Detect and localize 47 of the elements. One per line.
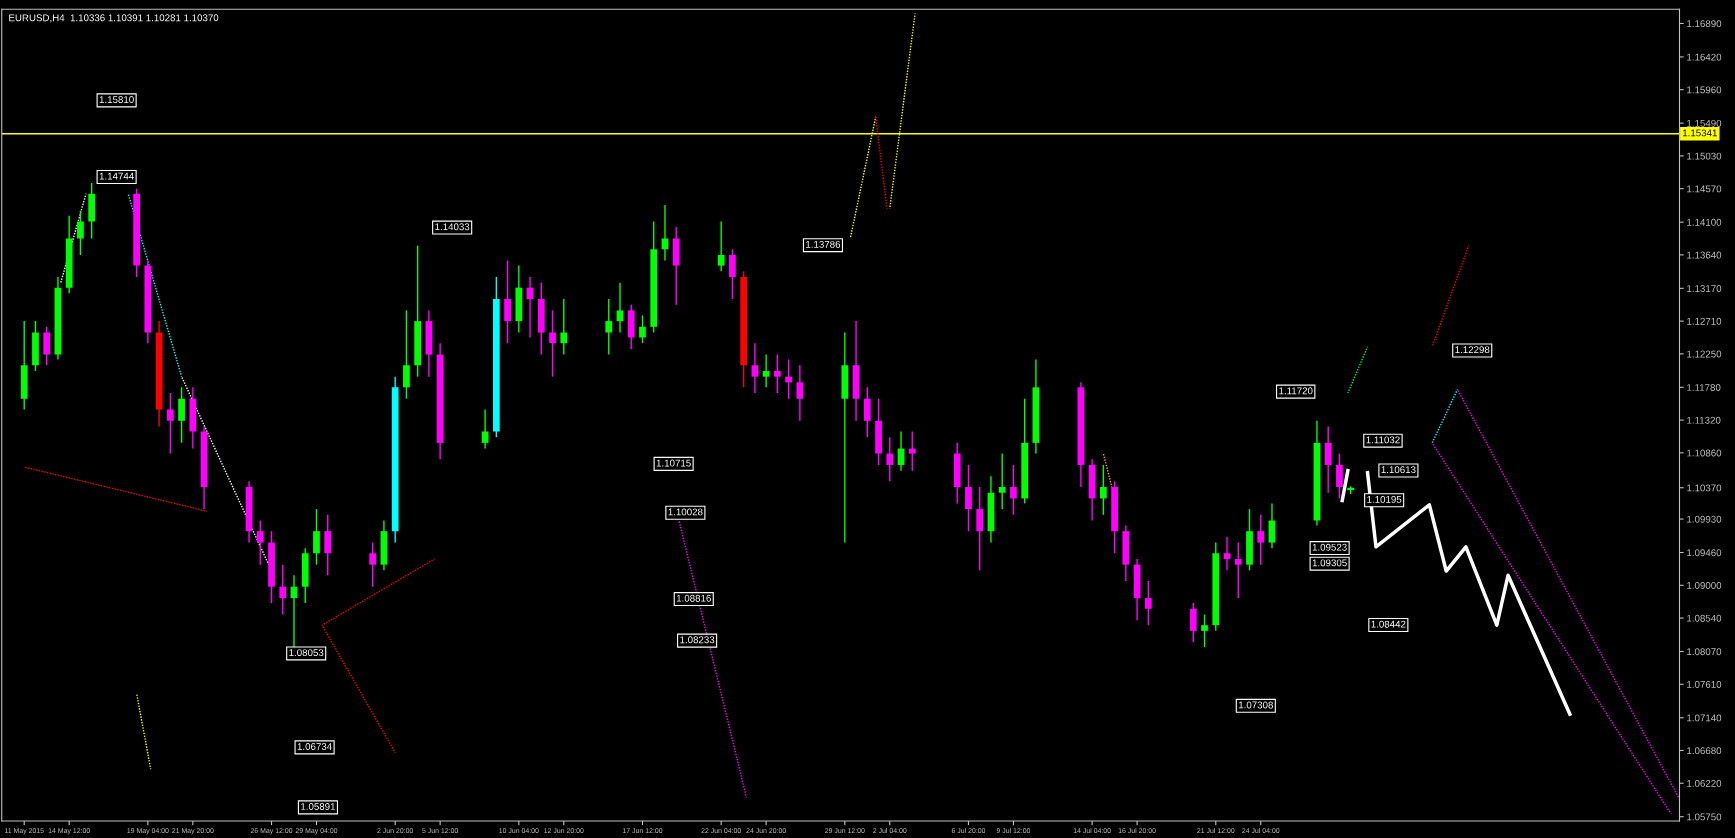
annotation: 1.09305 (1312, 559, 1347, 567)
y-tick-label: 1.12710 (1687, 317, 1722, 325)
y-tick-label: 1.10370 (1687, 484, 1722, 492)
y-tick-label: 1.15960 (1687, 86, 1722, 94)
annotation: 1.08442 (1371, 620, 1406, 628)
annotation: 1.10613 (1381, 466, 1416, 474)
y-tick-label: 1.13640 (1687, 251, 1722, 259)
annotation: 1.10715 (656, 459, 691, 467)
y-tick-label: 1.06680 (1687, 747, 1722, 755)
y-tick-label: 1.11320 (1687, 416, 1721, 424)
annotation: 1.08053 (289, 649, 324, 657)
annotation: 1.06734 (297, 743, 332, 750)
annotation: 1.08816 (676, 594, 711, 602)
y-tick-label: 1.12250 (1687, 350, 1722, 358)
y-tick-label: 1.09930 (1687, 515, 1722, 523)
annotation: 1.08233 (680, 636, 715, 644)
chart-title: EURUSD,H4 1.10336 1.10391 1.10281 1.10370 (9, 14, 219, 23)
annotation: 1.11032 (1366, 436, 1400, 444)
y-tick-label: 1.11780 (1687, 384, 1721, 391)
y-tick-label: 1.14570 (1687, 185, 1722, 193)
y-tick-label: 1.13170 (1687, 285, 1722, 292)
y-tick-label: 1.14100 (1687, 218, 1722, 226)
annotation: 1.14744 (99, 172, 134, 180)
annotation: 1.09523 (1312, 543, 1347, 551)
annotation: 1.13786 (806, 240, 841, 248)
annotation: 1.12298 (1455, 346, 1490, 354)
annotation: 1.07308 (1238, 701, 1273, 709)
y-tick-label: 1.15490 (1687, 119, 1722, 127)
y-tick-label: 1.09460 (1687, 549, 1722, 557)
y-tick-label: 1.07140 (1687, 714, 1722, 722)
annotation: 1.11720 (1279, 387, 1313, 395)
y-tick-label: 1.09000 (1687, 582, 1722, 589)
y-tick-label: 1.07610 (1687, 681, 1722, 688)
y-tick-label: 1.10860 (1687, 449, 1722, 457)
y-tick-label: 1.16890 (1687, 20, 1722, 28)
y-tick-label: 1.08070 (1687, 648, 1722, 656)
y-tick-label: 1.15030 (1687, 152, 1722, 160)
annotation: 1.15810 (99, 96, 134, 103)
y-tick-label: 1.16420 (1687, 53, 1722, 61)
y-tick-label: 1.05750 (1687, 813, 1722, 821)
y-tick-label: 1.06220 (1687, 779, 1722, 787)
ref-line-label: 1.15341 (1683, 129, 1717, 137)
annotation: 1.14033 (435, 223, 470, 231)
annotation: 1.10195 (1367, 495, 1402, 503)
annotation: 1.10028 (668, 508, 703, 516)
annotation: 1.05891 (301, 803, 336, 810)
y-tick-label: 1.08540 (1687, 614, 1722, 622)
